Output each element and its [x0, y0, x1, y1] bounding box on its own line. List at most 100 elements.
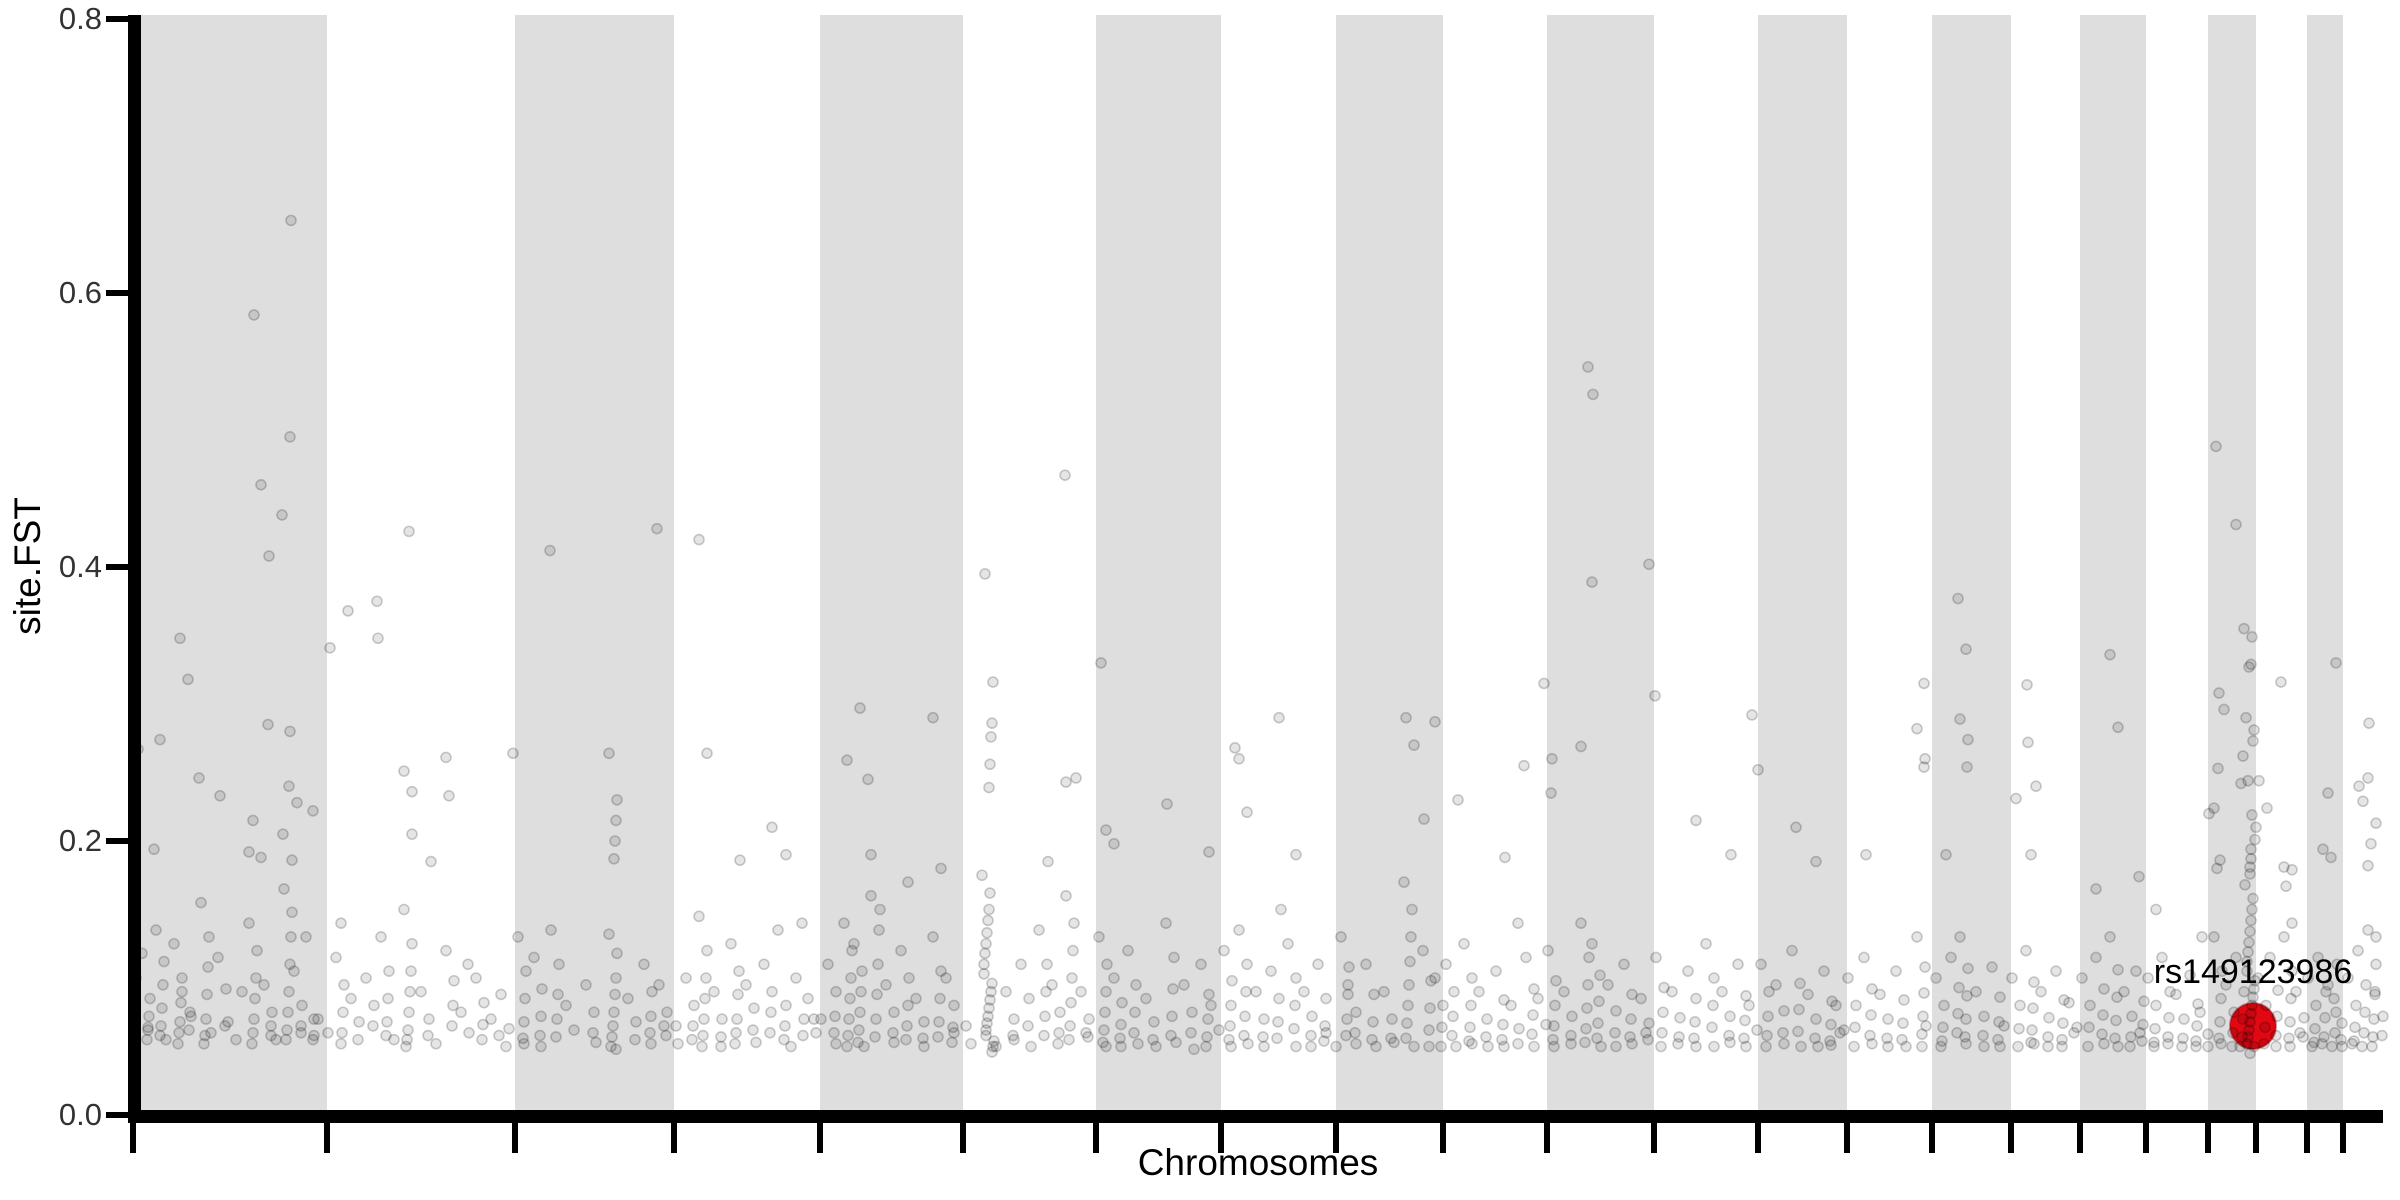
- data-point: [1673, 1031, 1685, 1043]
- data-point: [1513, 1022, 1525, 1035]
- data-point: [858, 1040, 870, 1053]
- data-point: [1033, 924, 1045, 936]
- data-point: [1068, 917, 1080, 930]
- data-point: [2248, 724, 2260, 736]
- data-point: [1497, 1018, 1509, 1031]
- data-point: [342, 605, 354, 617]
- data-point: [155, 1020, 167, 1032]
- data-point: [1053, 1027, 1065, 1039]
- data-point: [398, 903, 410, 916]
- data-point: [2272, 984, 2284, 997]
- data-point: [1400, 1032, 1412, 1045]
- data-point: [2118, 985, 2130, 998]
- data-point: [1229, 742, 1241, 754]
- data-point: [1101, 958, 1113, 971]
- data-point: [1408, 739, 1420, 751]
- data-point: [2134, 1027, 2146, 1039]
- data-point: [143, 1010, 155, 1023]
- data-point: [1874, 988, 1886, 1001]
- data-point: [2322, 979, 2334, 991]
- data-point: [1919, 961, 1931, 973]
- data-point: [1290, 972, 1302, 984]
- data-point: [1960, 1013, 1972, 1025]
- data-point: [1386, 1013, 1398, 1025]
- data-point: [1724, 1010, 1736, 1023]
- data-point: [246, 1037, 258, 1050]
- data-point: [1424, 1002, 1436, 1014]
- data-point: [286, 906, 298, 919]
- data-point: [1824, 1035, 1836, 1047]
- data-point: [1405, 931, 1417, 943]
- data-point: [1602, 979, 1614, 991]
- x-tick: [960, 1123, 966, 1153]
- data-point: [1188, 1043, 1200, 1056]
- data-point: [843, 1013, 855, 1025]
- data-point: [1575, 917, 1587, 930]
- data-point: [1115, 1040, 1127, 1053]
- data-point: [2098, 983, 2110, 995]
- data-point: [550, 1031, 562, 1043]
- data-point: [1429, 972, 1441, 984]
- data-point: [2170, 988, 2182, 1001]
- data-point: [1423, 1024, 1435, 1036]
- data-point: [2325, 851, 2337, 864]
- data-point: [2244, 1016, 2256, 1028]
- data-point: [142, 1024, 154, 1036]
- data-point: [247, 814, 259, 827]
- data-point: [1520, 951, 1532, 964]
- data-point: [1082, 1031, 1094, 1043]
- data-point: [1818, 965, 1830, 977]
- data-point: [1778, 1005, 1790, 1017]
- data-point: [2319, 1011, 2331, 1024]
- data-point: [1340, 1029, 1352, 1042]
- data-point: [2246, 999, 2258, 1012]
- data-point: [2249, 833, 2261, 846]
- data-point: [982, 914, 994, 927]
- data-point: [280, 1033, 292, 1046]
- data-point: [1548, 1040, 1560, 1053]
- data-point: [2192, 998, 2204, 1010]
- data-point: [1290, 1040, 1302, 1053]
- data-point: [872, 958, 884, 971]
- data-point: [610, 972, 622, 984]
- data-point: [553, 958, 565, 971]
- data-point: [2104, 648, 2116, 661]
- data-point: [2244, 925, 2256, 938]
- data-point: [2249, 974, 2261, 987]
- data-point: [984, 887, 996, 899]
- data-point: [2242, 1031, 2254, 1043]
- data-point: [2028, 976, 2040, 988]
- data-point: [2245, 1007, 2257, 1020]
- data-point: [1940, 848, 1952, 861]
- data-point: [1167, 983, 1179, 995]
- data-point: [2226, 1040, 2238, 1053]
- x-tick: [2304, 1123, 2310, 1153]
- data-point: [978, 968, 990, 980]
- data-point: [2043, 1011, 2055, 1024]
- data-point: [2367, 1031, 2379, 1043]
- data-point: [291, 796, 303, 809]
- data-point: [1937, 1021, 1949, 1034]
- data-point: [2057, 1017, 2069, 1030]
- data-point: [2247, 735, 2259, 747]
- data-point: [536, 983, 548, 995]
- data-point: [797, 1029, 809, 1042]
- data-point: [517, 1032, 529, 1045]
- x-tick: [1844, 1123, 1850, 1153]
- data-point: [308, 1029, 320, 1042]
- data-point: [862, 773, 874, 786]
- data-point: [1466, 1037, 1478, 1050]
- data-point: [1435, 1040, 1447, 1053]
- data-point: [1643, 558, 1655, 571]
- data-point: [1954, 713, 1966, 725]
- data-point: [1848, 1040, 1860, 1053]
- data-point: [1054, 1006, 1066, 1019]
- data-point: [276, 509, 288, 521]
- data-point: [1000, 985, 1012, 998]
- data-point: [2162, 1031, 2174, 1043]
- data-point: [869, 1031, 881, 1043]
- data-point: [933, 1016, 945, 1028]
- data-point: [2190, 1040, 2202, 1053]
- data-point: [1241, 806, 1253, 819]
- data-point: [609, 835, 621, 847]
